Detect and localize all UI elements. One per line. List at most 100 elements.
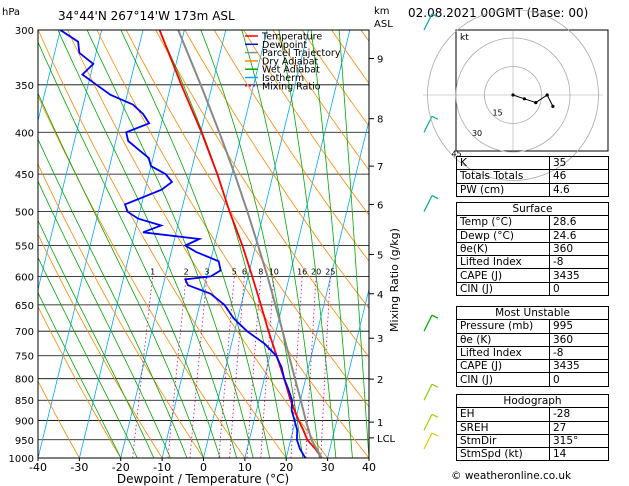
table-row: Totals Totals 46	[456, 169, 609, 184]
pressure-tick-label: 450	[15, 170, 34, 181]
surface-label: CIN (J)	[456, 281, 550, 297]
pressure-tick-label: 400	[15, 128, 34, 139]
legend-label: Dewpoint	[262, 40, 307, 51]
km-tick-label: 7	[377, 162, 383, 173]
mixing-ratio-label: 3	[204, 267, 209, 276]
isotherm-line	[38, 30, 61, 123]
surface-label: CAPE (J)	[456, 268, 550, 283]
surface-label: θe(K)	[456, 241, 550, 257]
surface-label: Dewp (°C)	[456, 228, 550, 243]
pressure-tick-label: 1000	[9, 454, 34, 465]
surface-title: Surface	[456, 201, 609, 217]
km-tick-label: 5	[377, 250, 383, 261]
dry-adiabat-line	[38, 305, 122, 458]
mixing-ratio-label: 16	[297, 267, 307, 276]
mixing-ratio-line	[290, 276, 303, 458]
hodo-label: SREH	[456, 420, 550, 435]
table-row: Lifted Index -8	[456, 255, 609, 270]
table-row: SREH 27	[456, 420, 609, 435]
x-tick-label: -10	[153, 461, 171, 474]
hodograph-title: Hodograph	[456, 393, 609, 409]
dry-adiabat-line	[38, 163, 204, 458]
pressure-tick-label: 600	[15, 272, 34, 283]
km-tick-label: 2	[377, 375, 383, 386]
table-row: CIN (J) 0	[456, 372, 609, 387]
footer-credit: © weatheronline.co.uk	[451, 470, 572, 482]
table-row: CAPE (J) 3435	[456, 268, 609, 283]
km-tick-label: 8	[377, 115, 383, 126]
mixing-ratio-label: 10	[269, 267, 279, 276]
hodograph: kt 15 30 45	[423, 9, 609, 181]
x-axis-title: Dewpoint / Temperature (°C)	[117, 472, 289, 486]
hodo-value: -28	[549, 407, 609, 422]
series-temperature	[158, 30, 323, 458]
wet-adiabat-line	[120, 30, 271, 458]
km-tick-label: 1	[377, 418, 383, 429]
wind-barb-flag	[431, 195, 439, 200]
hodo-label: StmDir	[456, 433, 550, 449]
km-label: km	[374, 6, 390, 17]
pressure-tick-label: 650	[15, 301, 34, 312]
dry-adiabat-line	[213, 30, 369, 262]
hpa-label: hPa	[2, 7, 20, 18]
table-row: Lifted Index -8	[456, 345, 609, 361]
mixing-ratio-labels: 1 2 3 5 6 8 10 16 20 25	[150, 267, 335, 276]
km-axis: 9 8 7 6 5 4 3 2 1 LCL	[369, 54, 396, 445]
hodograph-ring-label: 45	[451, 150, 461, 159]
wet-adiabat-line	[278, 30, 337, 458]
index-value: 4.6	[549, 182, 609, 197]
isotherm-line	[161, 30, 268, 458]
most-unstable-title: Most Unstable	[456, 305, 609, 321]
dry-adiabat-line	[96, 30, 369, 458]
table-row: StmSpd (kt) 14	[456, 447, 609, 462]
wind-barb-flag	[431, 13, 439, 18]
wind-barb	[423, 314, 433, 332]
mixing-ratio-line	[305, 276, 317, 458]
km-tick-label: 9	[377, 54, 383, 65]
table-row: StmDir 315°	[456, 433, 609, 449]
series-lines	[59, 30, 323, 458]
most-unstable-table: Most Unstable Pressure (mb) 995 θe (K) 360…	[456, 305, 609, 387]
x-tick-label: 0	[200, 461, 207, 474]
table-row: Temp (°C) 28.6	[456, 215, 609, 230]
pressure-tick-label: 950	[15, 436, 34, 447]
x-tick-label: -40	[29, 461, 47, 474]
table-title-row: Most Unstable	[456, 305, 609, 321]
wet-adiabat-line	[57, 30, 237, 458]
mu-label: θe (K)	[456, 332, 550, 347]
surface-value: 3435	[549, 268, 609, 283]
indices-table: K 35 Totals Totals 46 PW (cm) 4.6	[456, 155, 609, 197]
wind-barb	[423, 195, 433, 212]
wind-barb-flag	[431, 413, 439, 418]
pressure-tick-label: 750	[15, 352, 34, 363]
pressure-tick-label: 900	[15, 417, 34, 428]
hodo-value: 315°	[549, 433, 609, 449]
mu-value: 0	[549, 372, 609, 387]
pressure-tick-label: 350	[15, 81, 34, 92]
mixing-ratio-line	[320, 276, 331, 458]
table-row: EH -28	[456, 407, 609, 422]
legend-label: Parcel Trajectory	[262, 48, 341, 59]
index-value: 35	[549, 155, 609, 171]
mu-value: 995	[549, 319, 609, 334]
isotherm-line	[244, 30, 351, 458]
index-label: Totals Totals	[456, 169, 550, 184]
dry-adiabat-line	[184, 30, 369, 310]
table-row: PW (cm) 4.6	[456, 182, 609, 197]
dry-adiabat-line	[38, 30, 287, 458]
mixing-ratio-line	[229, 276, 245, 458]
dry-adiabat-line	[155, 30, 369, 358]
mu-value: 3435	[549, 359, 609, 374]
hodograph-point	[551, 104, 555, 108]
isotherm-line	[203, 30, 309, 458]
legend-label: Wet Adiabat	[262, 65, 320, 76]
km-tick-label: LCL	[377, 434, 396, 445]
mu-label: Pressure (mb)	[456, 319, 550, 334]
surface-value: -8	[549, 255, 609, 270]
wet-adiabat-line	[310, 30, 353, 458]
isotherm-line	[327, 287, 369, 458]
hodograph-frame	[455, 29, 609, 152]
hodograph-ring-label: 30	[472, 129, 482, 138]
table-row: θe(K) 360	[456, 241, 609, 257]
x-tick-label: -30	[70, 461, 88, 474]
